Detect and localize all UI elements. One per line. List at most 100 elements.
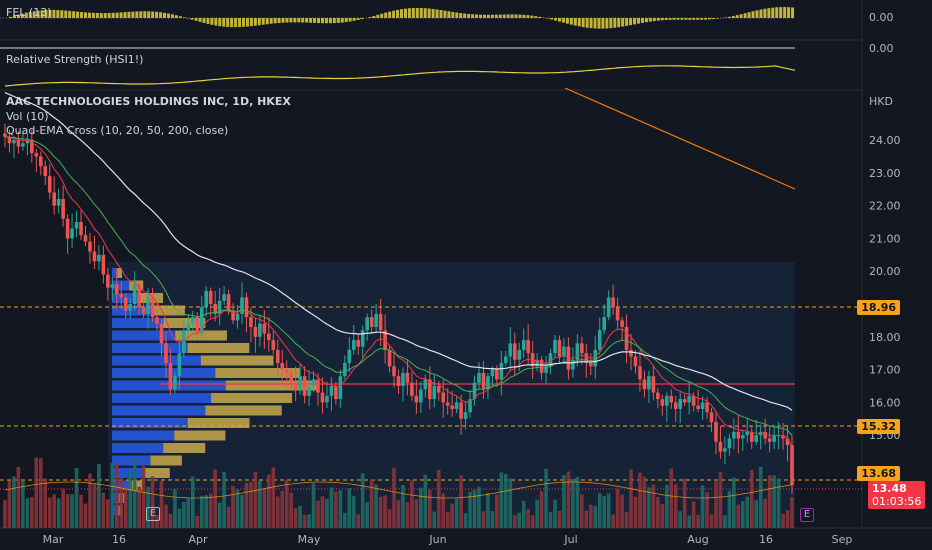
fel-bar bbox=[344, 18, 348, 23]
volume-bar bbox=[477, 486, 481, 528]
fel-bar bbox=[372, 15, 376, 18]
candle-body bbox=[106, 274, 110, 288]
symbol-title[interactable]: AAC TECHNOLOGIES HOLDINGS INC, 1D, HKEX bbox=[6, 95, 291, 108]
volume-bar bbox=[548, 511, 553, 528]
level-badge-1368: 13.68 bbox=[857, 466, 900, 481]
fel-bar bbox=[147, 11, 151, 18]
earnings-marker-past[interactable]: E bbox=[146, 507, 160, 521]
fel-bar bbox=[309, 18, 313, 23]
candle-body bbox=[749, 431, 754, 442]
volume-bar bbox=[383, 495, 387, 528]
fel-bar bbox=[174, 15, 178, 18]
volume-bar bbox=[432, 511, 437, 528]
volume-bar bbox=[30, 497, 34, 528]
candle-body bbox=[481, 372, 486, 390]
fel-bar bbox=[708, 18, 712, 20]
volume-bar bbox=[369, 479, 374, 528]
candle-body bbox=[338, 376, 343, 400]
fel-axis-value: 0.00 bbox=[869, 11, 894, 24]
profile-up-volume bbox=[112, 393, 212, 403]
profile-up-volume bbox=[112, 430, 175, 441]
volume-bar bbox=[687, 515, 691, 528]
candle-body bbox=[365, 317, 369, 331]
earnings-marker-upcoming[interactable]: E bbox=[800, 508, 814, 522]
volume-bar bbox=[204, 495, 209, 528]
candle-body bbox=[477, 372, 481, 383]
fel-bar bbox=[498, 14, 502, 18]
volume-bar bbox=[226, 506, 231, 528]
volume-bar bbox=[150, 476, 155, 528]
time-axis[interactable]: Mar 16 Apr May Jun Jul Aug 16 Sep bbox=[43, 533, 853, 546]
fel-bar bbox=[534, 16, 538, 18]
volume-ma-line bbox=[4, 481, 793, 499]
candle-body bbox=[767, 438, 772, 442]
candle-body bbox=[38, 156, 43, 167]
fel-bar bbox=[32, 11, 36, 18]
volume-bar bbox=[284, 479, 289, 528]
candle-body bbox=[128, 304, 133, 311]
fel-bar bbox=[617, 18, 621, 28]
candle-body bbox=[664, 395, 669, 406]
fel-bar bbox=[597, 18, 601, 29]
fel-bar bbox=[285, 18, 289, 23]
candle-body bbox=[30, 140, 34, 154]
fel-bar bbox=[443, 10, 447, 18]
candle-body bbox=[714, 422, 718, 442]
fel-bar bbox=[577, 18, 581, 27]
volume-bar bbox=[34, 457, 39, 528]
volume-bar bbox=[620, 494, 624, 528]
fel-bar bbox=[166, 13, 170, 18]
volume-bar bbox=[682, 478, 687, 528]
volume-bar bbox=[638, 472, 642, 528]
fel-bar bbox=[111, 12, 115, 18]
fel-bar bbox=[20, 13, 24, 18]
ema10-line bbox=[4, 136, 793, 447]
last-price-badge: 13.48 01:03:56 bbox=[868, 481, 926, 509]
volume-bar bbox=[468, 491, 472, 528]
candle-body bbox=[669, 395, 674, 403]
fel-bar bbox=[609, 18, 613, 29]
candle-body bbox=[360, 330, 365, 347]
volume-bar bbox=[289, 492, 293, 528]
price-axis[interactable]: 24.0023.0022.0021.0020.0019.0018.0017.00… bbox=[869, 134, 901, 442]
volume-bar bbox=[580, 494, 584, 528]
level-badge-1896: 18.96 bbox=[857, 300, 900, 315]
candle-body bbox=[486, 376, 490, 390]
candle-body bbox=[119, 294, 124, 298]
volume-bar bbox=[61, 488, 65, 528]
fel-bar bbox=[305, 18, 309, 23]
fel-bar bbox=[482, 14, 486, 18]
fel-bar bbox=[301, 18, 305, 23]
ema-indicator-label[interactable]: Quad-EMA Cross (10, 20, 50, 200, close) bbox=[6, 124, 229, 137]
fel-bar bbox=[56, 10, 60, 18]
volume-bar bbox=[25, 498, 30, 528]
candle-body bbox=[12, 140, 16, 144]
volume-bar bbox=[365, 502, 369, 528]
profile-up-volume bbox=[112, 505, 118, 516]
volume-bar bbox=[114, 462, 119, 528]
volume-bar bbox=[611, 514, 615, 528]
fel-bar bbox=[656, 18, 660, 21]
volume-bar bbox=[629, 469, 633, 528]
volume-bar bbox=[356, 514, 361, 528]
profile-up-volume bbox=[112, 305, 153, 316]
fel-bar bbox=[230, 18, 234, 28]
candle-body bbox=[584, 353, 589, 364]
price-tick-label: 23.00 bbox=[869, 167, 901, 180]
fel-bar bbox=[253, 18, 257, 26]
candle-body bbox=[275, 349, 280, 364]
candle-body bbox=[423, 379, 428, 390]
fel-bar bbox=[400, 9, 403, 18]
candle-body bbox=[562, 346, 566, 357]
candle-body bbox=[602, 317, 606, 331]
vol-indicator-label[interactable]: Vol (10) bbox=[6, 110, 49, 123]
candle-body bbox=[52, 192, 56, 206]
rs-label: Relative Strength (HSI1!) bbox=[6, 53, 144, 66]
volume-bar bbox=[298, 505, 302, 528]
fel-bar bbox=[783, 7, 787, 19]
fel-bar bbox=[297, 18, 301, 23]
fel-bar bbox=[704, 18, 708, 20]
fel-bar bbox=[135, 11, 139, 18]
volume-bar bbox=[602, 496, 606, 528]
